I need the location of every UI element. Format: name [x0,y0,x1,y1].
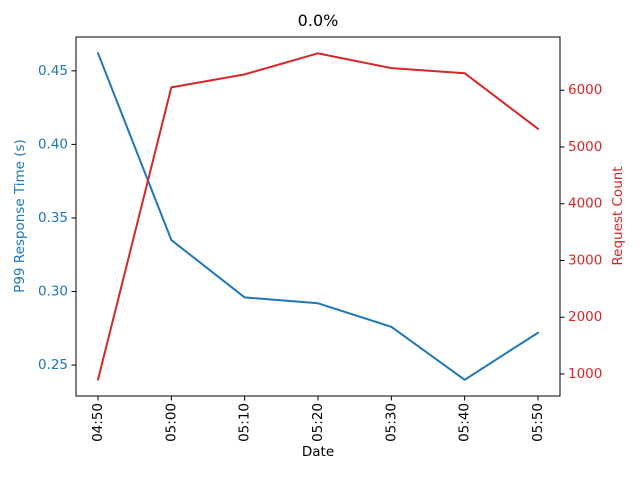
left-y-axis-label: P99 Response Time (s) [12,139,28,293]
left-tick-label: 0.40 [38,136,68,152]
left-tick-label: 0.45 [38,63,68,79]
series-line-right [97,52,539,381]
right-tick-label: 4000 [568,196,602,212]
right-y-axis-label: Request Count [610,166,626,266]
left-tick-label: 0.30 [38,284,68,300]
series-line-left [97,52,539,381]
x-tick-label: 05:50 [530,403,546,442]
x-tick-label: 05:10 [237,403,253,442]
left-tick-label: 0.25 [38,357,68,373]
right-tick-label: 5000 [568,139,602,155]
right-tick-label: 3000 [568,252,602,268]
x-tick-label: 05:00 [163,403,179,442]
left-tick-label: 0.35 [38,210,68,226]
x-tick-label: 05:30 [383,403,399,442]
x-axis-label: Date [301,444,335,460]
right-tick-label: 2000 [568,309,602,325]
x-tick-label: 04:50 [90,403,106,442]
chart-title: 0.0% [297,11,339,30]
right-tick-label: 1000 [568,366,602,382]
right-tick-label: 6000 [568,82,602,98]
x-tick-label: 05:40 [457,403,473,442]
x-tick-label: 05:20 [310,403,326,442]
